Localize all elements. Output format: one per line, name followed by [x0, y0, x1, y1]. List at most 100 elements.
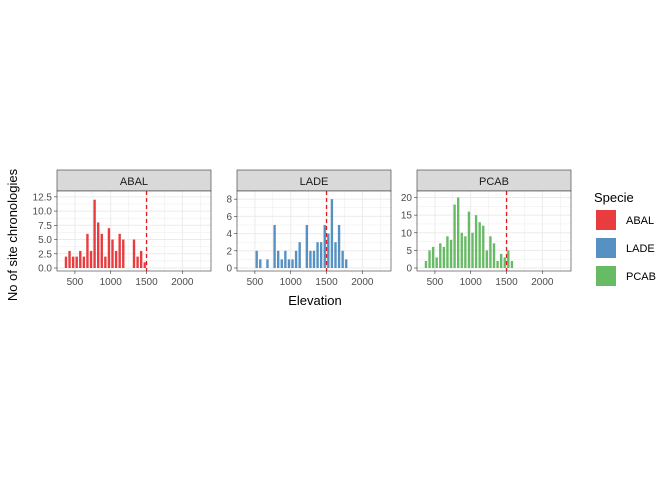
y-tick-label: 8	[226, 195, 232, 206]
histogram-bar	[499, 253, 503, 268]
x-tick-label: 500	[427, 277, 444, 288]
x-tick-label: 1500	[315, 277, 338, 288]
y-tick-label: 10.0	[33, 207, 53, 218]
legend-swatch	[596, 238, 616, 258]
x-tick-label: 2000	[531, 277, 554, 288]
histogram-bar	[435, 257, 438, 268]
histogram-bar	[309, 250, 312, 268]
histogram-bar	[82, 256, 86, 268]
histogram-bar	[75, 256, 78, 268]
histogram-bar	[273, 224, 276, 268]
histogram-bar	[305, 224, 309, 268]
y-axis-title: No of site chronologies	[5, 168, 20, 301]
histogram-bar	[276, 250, 280, 268]
histogram-bar	[86, 233, 89, 268]
histogram-bar	[341, 250, 344, 268]
histogram-bar	[89, 250, 93, 268]
histogram-bar	[96, 222, 100, 268]
histogram-bar	[259, 259, 262, 268]
facet-panel-lade: LADE 0 2 4 6 8 500 1000 1500 2000	[226, 169, 392, 288]
histogram-bar	[79, 250, 82, 268]
histogram-bar	[485, 250, 489, 268]
y-tick-label: 20	[401, 193, 413, 204]
x-tick-label: 1500	[135, 277, 158, 288]
histogram-bar	[507, 250, 510, 268]
histogram-bar	[291, 259, 294, 268]
histogram-bar	[467, 211, 471, 268]
histogram-bar	[510, 260, 514, 268]
histogram-bar	[107, 228, 111, 268]
x-tick-label: 1500	[495, 277, 518, 288]
histogram-bar	[71, 256, 75, 268]
histogram-bar	[298, 242, 301, 268]
histogram-bar	[143, 262, 146, 268]
legend-label: PCAB	[626, 271, 656, 283]
histogram-bar	[474, 215, 478, 268]
histogram-bar	[323, 224, 326, 268]
histogram-bar	[104, 256, 107, 268]
y-tick-label: 5.0	[38, 235, 52, 246]
histogram-bar	[132, 239, 136, 268]
histogram-bar	[100, 233, 103, 268]
histogram-bar	[460, 232, 463, 268]
histogram-bar	[287, 259, 291, 268]
x-tick-label: 1000	[100, 277, 123, 288]
histogram-bar	[334, 242, 337, 268]
facet-strip-label: PCAB	[479, 176, 509, 188]
legend-swatch	[596, 266, 616, 286]
histogram-bar	[118, 233, 121, 268]
histogram-bar	[428, 250, 431, 268]
histogram-bar	[114, 250, 118, 268]
x-axis-title: Elevation	[288, 293, 341, 308]
histogram-bar	[330, 199, 334, 268]
histogram-bar	[93, 199, 96, 268]
y-tick-label: 15	[401, 211, 413, 222]
legend: Specie ABAL LADE PCAB	[594, 190, 656, 286]
histogram-bar	[64, 256, 68, 268]
y-tick-label: 0.0	[38, 264, 52, 275]
histogram-bar	[453, 204, 456, 268]
histogram-bar	[312, 250, 316, 268]
histogram-bar	[446, 236, 449, 268]
histogram-bar	[294, 250, 298, 268]
x-tick-label: 500	[247, 277, 264, 288]
facet-strip-label: ABAL	[120, 176, 148, 188]
panel-border	[56, 190, 212, 272]
histogram-bar	[449, 239, 453, 268]
panel-border	[236, 190, 392, 272]
histogram-bar	[439, 243, 442, 268]
histogram-bar	[442, 246, 446, 268]
histogram-bar	[496, 260, 499, 268]
facet-strip-label: LADE	[300, 176, 329, 188]
y-tick-label: 5	[406, 246, 412, 257]
x-tick-label: 2000	[351, 277, 374, 288]
y-tick-label: 2.5	[38, 249, 52, 260]
histogram-bar	[482, 225, 485, 268]
histogram-bar	[471, 232, 474, 268]
histogram-bar	[492, 243, 496, 268]
histogram-bar	[478, 222, 481, 268]
histogram-bar	[122, 239, 125, 268]
legend-item-pcab: PCAB	[596, 266, 656, 286]
x-tick-label: 1000	[280, 277, 303, 288]
y-tick-label: 0	[226, 264, 232, 275]
histogram-bar	[345, 259, 348, 268]
histogram-bar	[284, 250, 287, 268]
y-tick-label: 10	[401, 228, 413, 239]
y-tick-label: 4	[226, 229, 232, 240]
y-tick-label: 6	[226, 212, 232, 223]
y-tick-label: 7.5	[38, 221, 52, 232]
x-tick-label: 2000	[171, 277, 194, 288]
facet-panel-abal: ABAL 0.0 2.5 5.0 7.5 10.0 12.5 500 1000 1500 2000	[33, 169, 212, 288]
facet-panel-pcab: PCAB 0 5 10 15 20 500 1000 1500 2000	[401, 169, 572, 288]
x-tick-label: 1000	[460, 277, 483, 288]
legend-swatch	[596, 210, 616, 230]
y-tick-label: 2	[226, 246, 232, 257]
histogram-bar	[266, 259, 269, 268]
legend-title: Specie	[594, 190, 634, 205]
histogram-bar	[139, 250, 143, 268]
histogram-bar	[319, 242, 323, 268]
x-tick-label: 500	[67, 277, 84, 288]
y-tick-label: 0	[406, 264, 412, 275]
